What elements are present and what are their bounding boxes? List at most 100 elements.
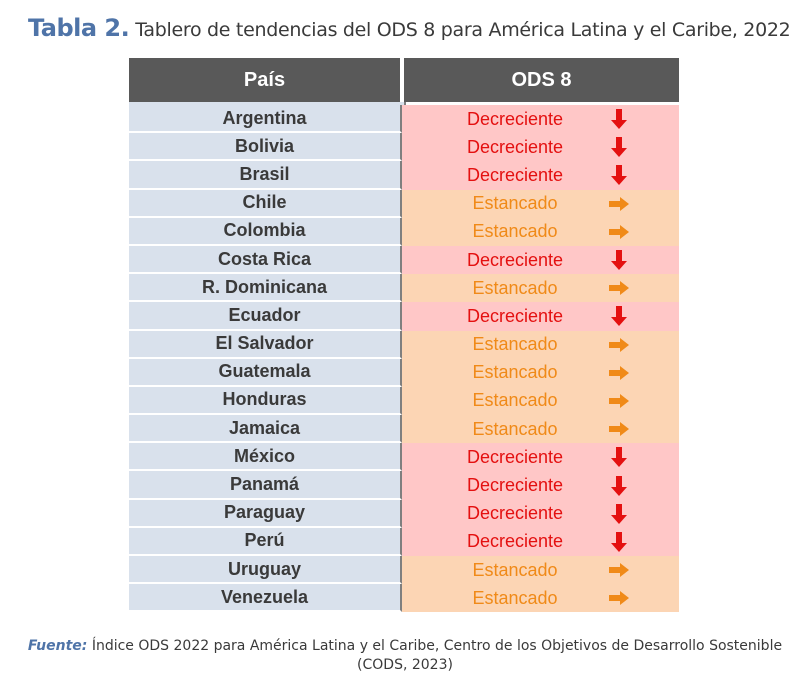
status-cell: Estancado xyxy=(402,189,679,218)
status-label: Decreciente xyxy=(466,446,564,467)
status-label: Decreciente xyxy=(466,108,564,129)
table-header: País ODS 8 xyxy=(129,58,679,102)
status-label: Estancado xyxy=(472,334,558,355)
table-row: Uruguay Estancado xyxy=(129,556,679,585)
source-note: Fuente: Índice ODS 2022 para América Lat… xyxy=(0,637,810,675)
status-label: Decreciente xyxy=(466,305,564,326)
source-text: Índice ODS 2022 para América Latina y el… xyxy=(91,638,783,654)
status-cell: Decreciente xyxy=(402,499,679,528)
status-cell: Decreciente xyxy=(402,471,679,500)
country-cell: Honduras xyxy=(129,386,402,416)
status-label: Decreciente xyxy=(466,475,564,496)
country-cell: Jamaica xyxy=(129,415,402,444)
table-row: Argentina Decreciente xyxy=(129,105,679,134)
arrow-right-icon xyxy=(608,559,630,581)
country-cell: El Salvador xyxy=(129,330,402,359)
arrow-down-icon xyxy=(608,305,630,327)
country-cell: Perú xyxy=(129,527,402,556)
status-label: Estancado xyxy=(472,221,558,242)
table-number: Tabla 2. xyxy=(28,14,130,42)
status-label: Decreciente xyxy=(466,503,564,524)
table-row: Jamaica Estancado xyxy=(129,415,679,444)
arrow-right-icon xyxy=(608,418,630,440)
arrow-down-icon xyxy=(608,446,630,468)
country-cell: Chile xyxy=(129,189,402,218)
country-cell: Bolivia xyxy=(129,133,402,162)
table-row: Panamá Decreciente xyxy=(129,471,679,500)
arrow-down-icon xyxy=(608,108,630,130)
source-text-2: (CODS, 2023) xyxy=(357,657,453,673)
status-cell: Estancado xyxy=(402,274,679,303)
arrow-right-icon xyxy=(608,390,630,412)
country-cell: Argentina xyxy=(129,105,402,134)
table-row: Ecuador Decreciente xyxy=(129,302,679,331)
country-cell: Paraguay xyxy=(129,499,402,528)
table-body: Argentina Decreciente Bolivia Decreciente Br… xyxy=(129,105,679,613)
country-cell: Ecuador xyxy=(129,302,402,331)
table-row: Bolivia Decreciente xyxy=(129,133,679,162)
table-row: Chile Estancado xyxy=(129,189,679,218)
table-row: Venezuela Estancado xyxy=(129,584,679,613)
country-cell: Uruguay xyxy=(129,556,402,585)
status-label: Estancado xyxy=(472,193,558,214)
status-label: Decreciente xyxy=(466,249,564,270)
table-row: Honduras Estancado xyxy=(129,386,679,416)
arrow-right-icon xyxy=(608,221,630,243)
header-gap xyxy=(129,102,406,105)
arrow-down-icon xyxy=(608,249,630,271)
arrow-right-icon xyxy=(608,193,630,215)
status-cell: Estancado xyxy=(402,330,679,359)
status-label: Estancado xyxy=(472,559,558,580)
table-row: Guatemala Estancado xyxy=(129,358,679,387)
table-row: R. Dominicana Estancado xyxy=(129,274,679,303)
status-cell: Decreciente xyxy=(402,161,679,190)
table-row: El Salvador Estancado xyxy=(129,330,679,359)
status-cell: Estancado xyxy=(402,358,679,387)
arrow-right-icon xyxy=(608,362,630,384)
country-cell: Brasil xyxy=(129,161,402,190)
status-cell: Decreciente xyxy=(402,302,679,331)
status-cell: Decreciente xyxy=(402,105,679,134)
status-cell: Decreciente xyxy=(402,443,679,472)
table-caption: Tablero de tendencias del ODS 8 para Amé… xyxy=(135,19,791,41)
status-cell: Decreciente xyxy=(402,133,679,162)
table-title: Tabla 2. Tablero de tendencias del ODS 8 … xyxy=(28,14,791,42)
table-row: Paraguay Decreciente xyxy=(129,499,679,528)
status-cell: Estancado xyxy=(402,584,679,613)
country-cell: Venezuela xyxy=(129,584,402,613)
country-cell: Costa Rica xyxy=(129,245,402,275)
status-cell: Decreciente xyxy=(402,245,679,275)
table-row: México Decreciente xyxy=(129,443,679,472)
table-row: Costa Rica Decreciente xyxy=(129,245,679,275)
status-label: Estancado xyxy=(472,390,558,411)
status-label: Decreciente xyxy=(466,164,564,185)
arrow-down-icon xyxy=(608,503,630,525)
trend-table: País ODS 8 Argentina Decreciente Bolivia De… xyxy=(129,58,679,613)
country-cell: Guatemala xyxy=(129,358,402,387)
status-cell: Estancado xyxy=(402,415,679,444)
status-label: Decreciente xyxy=(466,531,564,552)
arrow-down-icon xyxy=(608,475,630,497)
arrow-down-icon xyxy=(608,531,630,553)
status-label: Decreciente xyxy=(466,136,564,157)
status-label: Estancado xyxy=(472,362,558,383)
header-ods8: ODS 8 xyxy=(404,58,679,102)
header-country: País xyxy=(129,58,404,102)
arrow-right-icon xyxy=(608,587,630,609)
status-cell: Estancado xyxy=(402,556,679,585)
table-row: Brasil Decreciente xyxy=(129,161,679,190)
status-label: Estancado xyxy=(472,277,558,298)
status-label: Estancado xyxy=(472,418,558,439)
arrow-down-icon xyxy=(608,164,630,186)
status-cell: Estancado xyxy=(402,386,679,416)
country-cell: R. Dominicana xyxy=(129,274,402,303)
country-cell: México xyxy=(129,443,402,472)
status-cell: Decreciente xyxy=(402,527,679,556)
arrow-down-icon xyxy=(608,136,630,158)
country-cell: Colombia xyxy=(129,217,402,246)
arrow-right-icon xyxy=(608,277,630,299)
table-row: Perú Decreciente xyxy=(129,527,679,556)
table-row: Colombia Estancado xyxy=(129,217,679,246)
source-label: Fuente: xyxy=(27,638,88,654)
status-label: Estancado xyxy=(472,587,558,608)
